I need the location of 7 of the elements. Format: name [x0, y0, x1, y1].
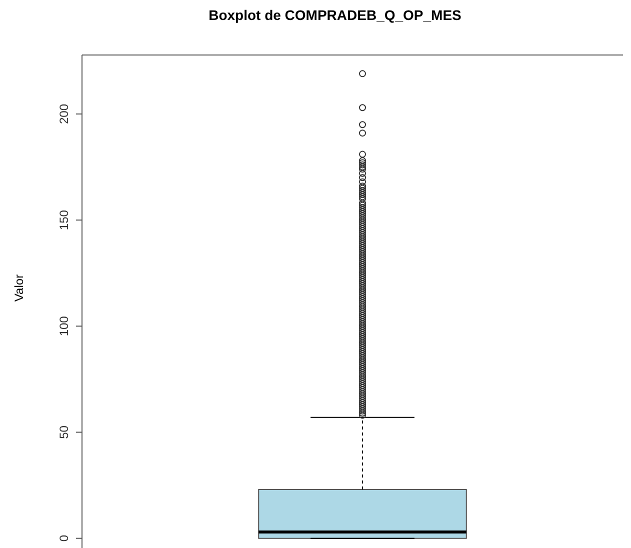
y-tick-label: 150 — [57, 210, 71, 230]
y-tick-label: 100 — [57, 316, 71, 336]
y-tick-label: 50 — [57, 425, 71, 439]
y-axis-title: Valor — [12, 274, 26, 302]
y-tick-label: 200 — [57, 104, 71, 124]
chart-title: Boxplot de COMPRADEB_Q_OP_MES — [208, 7, 462, 23]
y-tick-label: 0 — [57, 534, 71, 542]
